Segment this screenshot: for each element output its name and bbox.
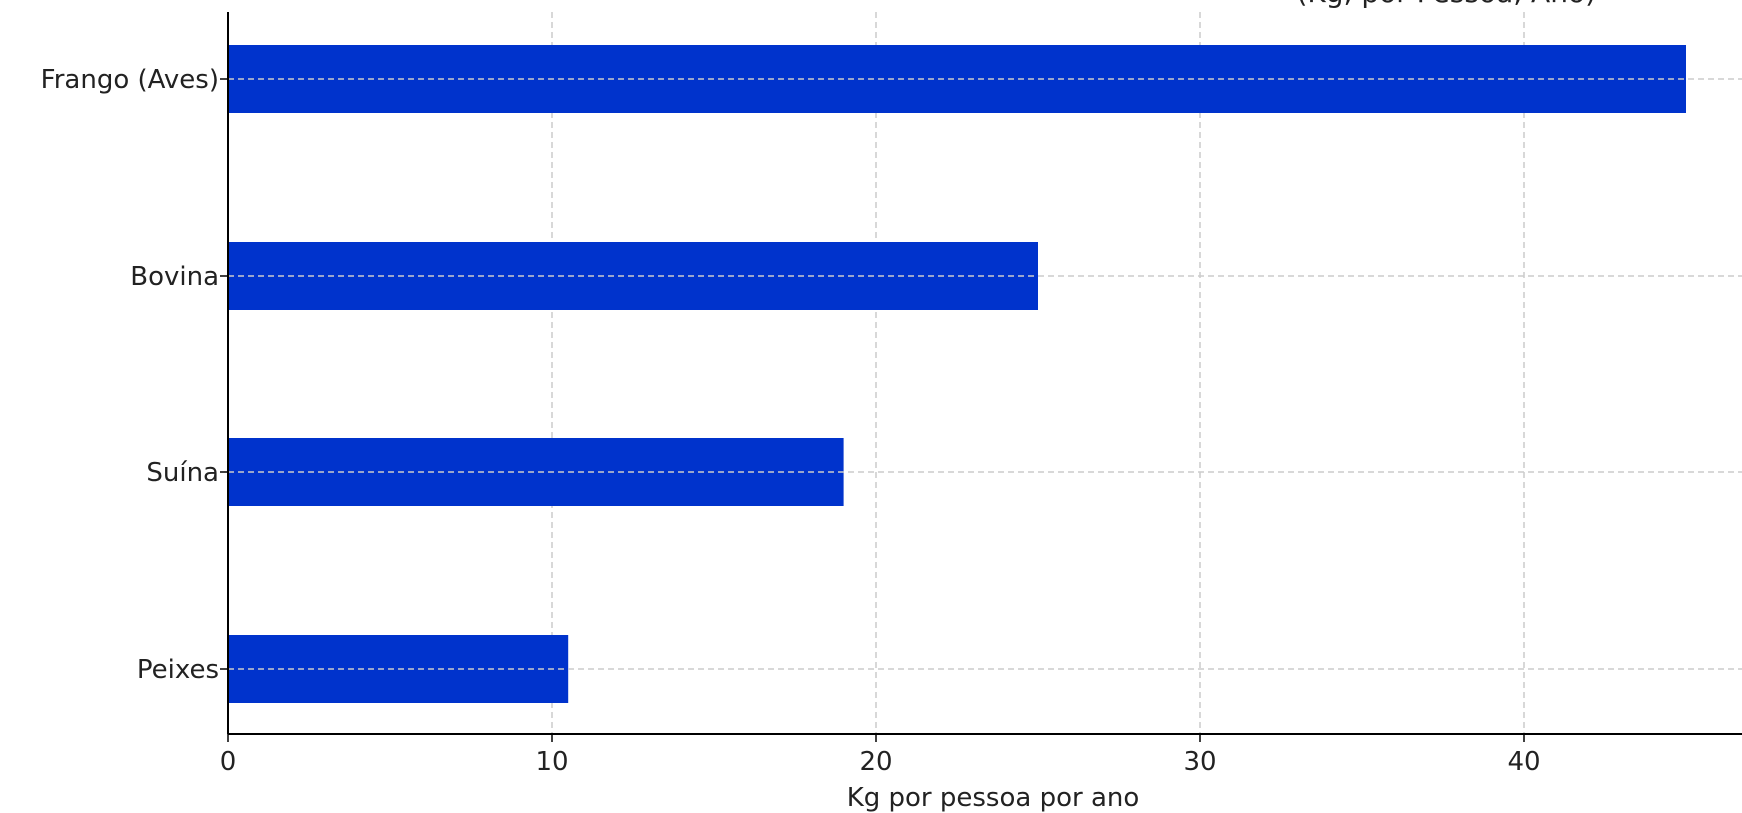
x-axis-label: Kg por pessoa por ano (847, 783, 1140, 813)
x-tick-label-20: 20 (859, 747, 892, 777)
category-labels: Frango (Aves) Bovina Suína Peixes (41, 65, 228, 685)
category-label-2: Suína (146, 458, 219, 488)
category-label-0: Frango (Aves) (41, 65, 219, 95)
horizontal-grid (228, 78, 1742, 670)
chart-title-fragment: (Kg, por Pessoa, Ano) (1296, 0, 1596, 9)
bar-0 (228, 45, 1686, 113)
x-tick-label-40: 40 (1507, 747, 1540, 777)
category-label-1: Bovina (130, 262, 219, 292)
x-ticks: 0 10 20 30 40 (220, 734, 1541, 777)
bars (228, 45, 1686, 703)
x-tick-label-30: 30 (1183, 747, 1216, 777)
x-tick-label-10: 10 (535, 747, 568, 777)
grid (551, 12, 1525, 734)
x-tick-label-0: 0 (220, 747, 237, 777)
category-label-3: Peixes (137, 655, 219, 685)
